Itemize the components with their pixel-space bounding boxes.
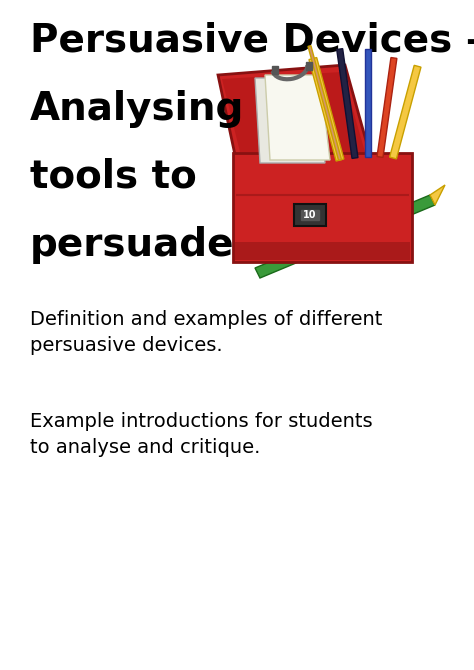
FancyBboxPatch shape [233,153,412,262]
Polygon shape [255,78,325,163]
Bar [301,210,319,220]
Text: to analyse and critique.: to analyse and critique. [30,438,260,457]
Text: Definition and examples of different: Definition and examples of different [30,310,383,329]
Bar [306,62,312,70]
Polygon shape [390,66,421,159]
Polygon shape [218,65,370,155]
Text: tools to: tools to [30,158,197,196]
Polygon shape [255,195,435,278]
Bar [272,66,278,74]
Polygon shape [309,58,344,161]
FancyBboxPatch shape [235,242,410,260]
Polygon shape [222,72,365,152]
Text: Persuasive Devices –: Persuasive Devices – [30,22,474,60]
Polygon shape [265,75,330,160]
Polygon shape [337,49,358,158]
Polygon shape [365,49,371,157]
Text: persuade: persuade [30,226,235,264]
Polygon shape [377,58,397,157]
Text: 10: 10 [303,210,317,220]
FancyBboxPatch shape [294,204,326,226]
Polygon shape [308,46,341,160]
Text: persuasive devices.: persuasive devices. [30,336,223,355]
Text: Example introductions for students: Example introductions for students [30,412,373,431]
Text: Analysing: Analysing [30,90,245,128]
Polygon shape [430,185,445,205]
